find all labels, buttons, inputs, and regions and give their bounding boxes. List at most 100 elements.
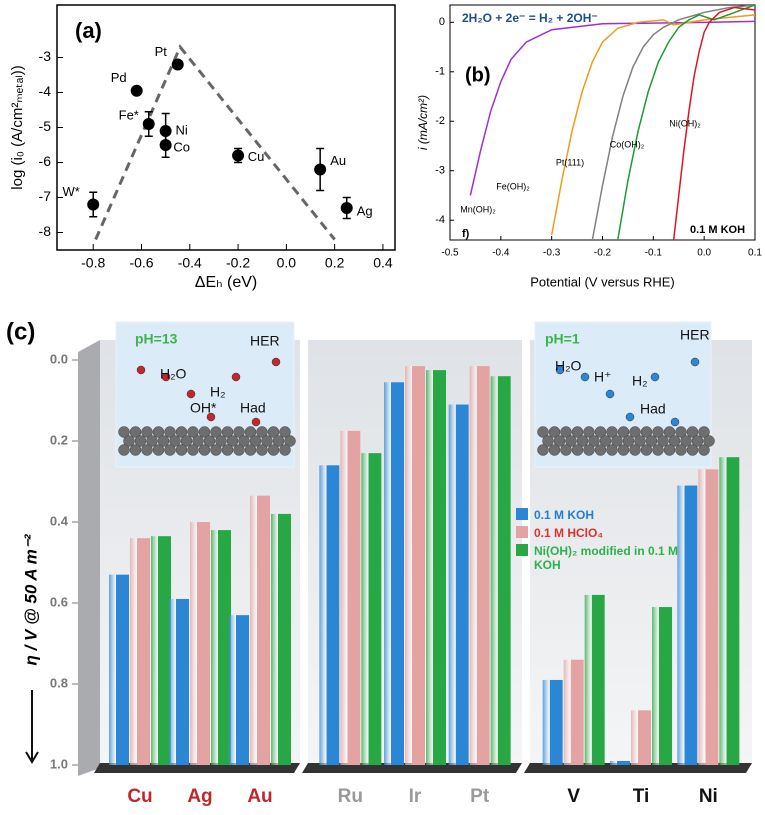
data-point	[232, 149, 245, 162]
bar	[250, 495, 270, 765]
data-point	[142, 118, 155, 130]
atom	[187, 426, 199, 438]
atom	[267, 444, 280, 456]
y-tick-label: 0.2	[50, 432, 68, 447]
atom	[606, 426, 618, 438]
floor	[524, 763, 752, 773]
atom	[141, 444, 153, 456]
y-tick-label: -7	[39, 188, 52, 204]
inset-label: H₂	[210, 384, 226, 400]
x-tick-label: 0.1	[748, 248, 762, 259]
y-tick-label: -2	[435, 115, 445, 127]
bar	[340, 430, 361, 765]
atom	[629, 444, 641, 456]
x-tick-label: 0.0	[277, 255, 297, 271]
atom	[686, 444, 699, 456]
legend-entry: Ni(OH)₂ modified in 0.1 M KOH	[516, 544, 686, 572]
atom	[118, 426, 130, 438]
y-tick-label: -6	[39, 153, 52, 169]
atom	[657, 435, 669, 447]
atom	[210, 426, 222, 438]
atom	[141, 426, 153, 438]
atom	[553, 435, 566, 447]
y-tick-label: -3	[435, 165, 445, 177]
category-label: Au	[247, 786, 272, 807]
atom	[663, 426, 676, 438]
floor	[94, 763, 300, 773]
atom	[583, 426, 595, 438]
y-tick-label: -1	[435, 66, 445, 78]
atom	[652, 426, 664, 438]
atom	[611, 435, 623, 447]
curve-label: Ni(OH)₂	[669, 118, 701, 128]
atom	[686, 426, 699, 438]
corner-label: f)	[462, 228, 470, 240]
atom	[146, 435, 158, 447]
curve	[672, 6, 755, 240]
atom	[617, 426, 630, 438]
y-axis-label: η / V @ 50 A m⁻²	[21, 533, 40, 665]
bar	[677, 485, 698, 765]
atom	[675, 426, 687, 438]
atom	[279, 426, 291, 438]
point-label: Ag	[357, 203, 373, 218]
y-tick-label: -3	[39, 48, 52, 64]
inset-label: HER	[250, 333, 280, 349]
atom	[652, 444, 664, 456]
bar	[109, 574, 129, 765]
y-tick-label: 0.6	[50, 594, 68, 609]
atom	[256, 444, 268, 456]
molecule	[271, 357, 281, 367]
data-point	[171, 58, 184, 71]
category-label: Ir	[409, 786, 422, 807]
legend-swatch	[516, 526, 528, 538]
atom	[164, 426, 176, 438]
atom	[691, 435, 704, 447]
atom	[203, 435, 216, 447]
bar	[563, 659, 584, 765]
category-label: Ti	[633, 786, 650, 807]
atom	[221, 426, 234, 438]
atom	[238, 435, 250, 447]
curve-label: Fe(OH)₂	[496, 181, 530, 191]
legend-entry: 0.1 M HClO₄	[516, 526, 686, 540]
atom	[226, 435, 239, 447]
legend-label: 0.1 M KOH	[534, 508, 595, 522]
y-tick-label: -4	[39, 83, 52, 99]
atom	[576, 435, 589, 447]
atom	[698, 426, 710, 438]
atom	[537, 426, 549, 438]
atom	[152, 426, 165, 438]
category-label: Pt	[470, 786, 490, 807]
y-tick-label: 1.0	[50, 756, 68, 771]
atom	[599, 435, 612, 447]
atom	[244, 444, 257, 456]
x-tick-label: -0.1	[645, 248, 663, 259]
bar	[610, 760, 630, 765]
legend: 0.1 M KOH 0.1 M HClO₄ Ni(OH)₂ modified in …	[516, 508, 686, 576]
atom	[617, 444, 630, 456]
molecule	[580, 372, 590, 382]
atom	[152, 444, 165, 456]
bar	[584, 594, 605, 765]
atom	[634, 435, 646, 447]
y-tick-label: -8	[39, 223, 52, 239]
inset-label: H₂O	[160, 366, 187, 382]
x-tick-label: -0.5	[441, 248, 459, 259]
curve-label: Mn(OH)₂	[460, 204, 496, 214]
molecule	[555, 365, 565, 375]
point-label: Pt	[155, 44, 168, 59]
bar	[448, 404, 469, 765]
x-tick-label: -0.3	[543, 248, 561, 259]
curve	[591, 5, 755, 240]
inset-label: Had	[640, 401, 666, 417]
legend-swatch	[516, 508, 528, 520]
atom	[244, 426, 257, 438]
molecule	[251, 417, 261, 427]
data-point	[314, 163, 327, 176]
axis-arrow	[25, 690, 39, 764]
legend-swatch	[516, 544, 528, 556]
atom	[192, 435, 204, 447]
atom	[663, 444, 676, 456]
